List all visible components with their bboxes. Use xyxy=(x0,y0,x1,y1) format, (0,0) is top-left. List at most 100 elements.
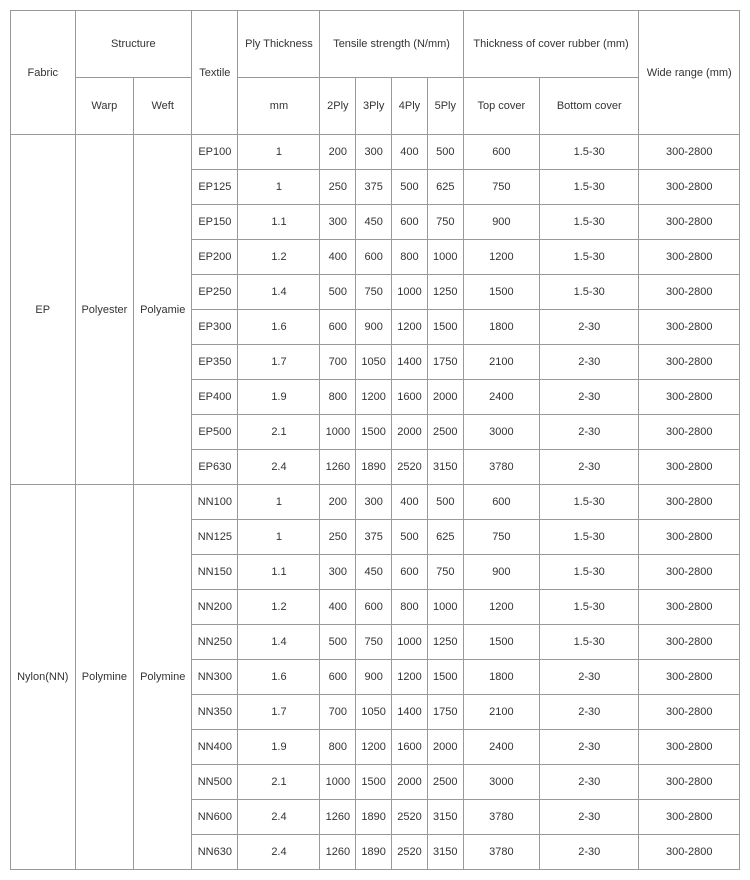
cell-5ply: 1750 xyxy=(427,695,463,730)
cell-ply: 1.2 xyxy=(238,590,320,625)
cell-wide-range: 300-2800 xyxy=(639,765,740,800)
cell-bottom-cover: 2-30 xyxy=(540,730,639,765)
header-top-cover: Top cover xyxy=(463,78,539,135)
header-ply-thickness: Ply Thickness xyxy=(238,11,320,78)
cell-wide-range: 300-2800 xyxy=(639,310,740,345)
cell-5ply: 1250 xyxy=(427,275,463,310)
cell-top-cover: 900 xyxy=(463,555,539,590)
cell-ply: 1 xyxy=(238,485,320,520)
header-5ply: 5Ply xyxy=(427,78,463,135)
cell-5ply: 3150 xyxy=(427,450,463,485)
cell-wide-range: 300-2800 xyxy=(639,170,740,205)
header-textile: Textile xyxy=(192,11,238,135)
cell-5ply: 1500 xyxy=(427,660,463,695)
cell-wide-range: 300-2800 xyxy=(639,415,740,450)
cell-3ply: 1500 xyxy=(356,415,392,450)
cell-4ply: 1200 xyxy=(392,310,428,345)
cell-textile: EP350 xyxy=(192,345,238,380)
cell-4ply: 500 xyxy=(392,520,428,555)
cell-3ply: 600 xyxy=(356,240,392,275)
cell-5ply: 750 xyxy=(427,555,463,590)
cell-bottom-cover: 2-30 xyxy=(540,800,639,835)
cell-ply: 1 xyxy=(238,135,320,170)
cell-wide-range: 300-2800 xyxy=(639,625,740,660)
cell-2ply: 1260 xyxy=(320,800,356,835)
cell-textile: NN125 xyxy=(192,520,238,555)
cell-5ply: 3150 xyxy=(427,800,463,835)
cell-wide-range: 300-2800 xyxy=(639,485,740,520)
cell-ply: 1 xyxy=(238,520,320,555)
cell-5ply: 1250 xyxy=(427,625,463,660)
cell-3ply: 750 xyxy=(356,275,392,310)
cell-fabric: Nylon(NN) xyxy=(11,485,76,870)
cell-wide-range: 300-2800 xyxy=(639,555,740,590)
cell-bottom-cover: 1.5-30 xyxy=(540,485,639,520)
cell-top-cover: 600 xyxy=(463,485,539,520)
cell-3ply: 375 xyxy=(356,170,392,205)
cell-top-cover: 900 xyxy=(463,205,539,240)
cell-2ply: 600 xyxy=(320,660,356,695)
cell-ply: 1.6 xyxy=(238,660,320,695)
cell-2ply: 200 xyxy=(320,485,356,520)
cell-bottom-cover: 1.5-30 xyxy=(540,135,639,170)
cell-weft: Polymine xyxy=(134,485,192,870)
cell-5ply: 500 xyxy=(427,135,463,170)
cell-textile: NN200 xyxy=(192,590,238,625)
cell-ply: 1.6 xyxy=(238,310,320,345)
cell-bottom-cover: 2-30 xyxy=(540,450,639,485)
cell-wide-range: 300-2800 xyxy=(639,240,740,275)
cell-3ply: 375 xyxy=(356,520,392,555)
cell-wide-range: 300-2800 xyxy=(639,275,740,310)
cell-textile: NN250 xyxy=(192,625,238,660)
cell-ply: 2.4 xyxy=(238,800,320,835)
cell-2ply: 1260 xyxy=(320,835,356,870)
cell-warp: Polymine xyxy=(75,485,134,870)
cell-top-cover: 2100 xyxy=(463,345,539,380)
cell-5ply: 500 xyxy=(427,485,463,520)
cell-fabric: EP xyxy=(11,135,76,485)
cell-bottom-cover: 2-30 xyxy=(540,310,639,345)
cell-ply: 2.4 xyxy=(238,835,320,870)
cell-3ply: 600 xyxy=(356,590,392,625)
cell-2ply: 500 xyxy=(320,625,356,660)
cell-top-cover: 750 xyxy=(463,520,539,555)
cell-bottom-cover: 2-30 xyxy=(540,660,639,695)
cell-textile: EP630 xyxy=(192,450,238,485)
cell-3ply: 300 xyxy=(356,485,392,520)
cell-textile: EP250 xyxy=(192,275,238,310)
header-weft: Weft xyxy=(134,78,192,135)
cell-ply: 2.1 xyxy=(238,415,320,450)
cell-bottom-cover: 1.5-30 xyxy=(540,170,639,205)
cell-top-cover: 2100 xyxy=(463,695,539,730)
cell-top-cover: 1800 xyxy=(463,660,539,695)
header-mm: mm xyxy=(238,78,320,135)
cell-3ply: 900 xyxy=(356,310,392,345)
cell-ply: 2.4 xyxy=(238,450,320,485)
cell-3ply: 1500 xyxy=(356,765,392,800)
cell-4ply: 400 xyxy=(392,135,428,170)
cell-wide-range: 300-2800 xyxy=(639,135,740,170)
cell-2ply: 1000 xyxy=(320,765,356,800)
cell-textile: EP100 xyxy=(192,135,238,170)
cell-3ply: 450 xyxy=(356,205,392,240)
cell-textile: NN100 xyxy=(192,485,238,520)
cell-2ply: 400 xyxy=(320,590,356,625)
cell-3ply: 1890 xyxy=(356,835,392,870)
cell-3ply: 1890 xyxy=(356,450,392,485)
cell-ply: 1.1 xyxy=(238,555,320,590)
header-3ply: 3Ply xyxy=(356,78,392,135)
cell-5ply: 1500 xyxy=(427,310,463,345)
cell-bottom-cover: 2-30 xyxy=(540,380,639,415)
cell-5ply: 2000 xyxy=(427,380,463,415)
cell-2ply: 500 xyxy=(320,275,356,310)
cell-4ply: 2520 xyxy=(392,800,428,835)
cell-2ply: 800 xyxy=(320,730,356,765)
cell-textile: EP125 xyxy=(192,170,238,205)
cell-ply: 1.1 xyxy=(238,205,320,240)
cell-textile: NN600 xyxy=(192,800,238,835)
cell-wide-range: 300-2800 xyxy=(639,520,740,555)
cell-bottom-cover: 1.5-30 xyxy=(540,520,639,555)
cell-textile: NN350 xyxy=(192,695,238,730)
cell-top-cover: 3780 xyxy=(463,800,539,835)
cell-5ply: 2500 xyxy=(427,765,463,800)
